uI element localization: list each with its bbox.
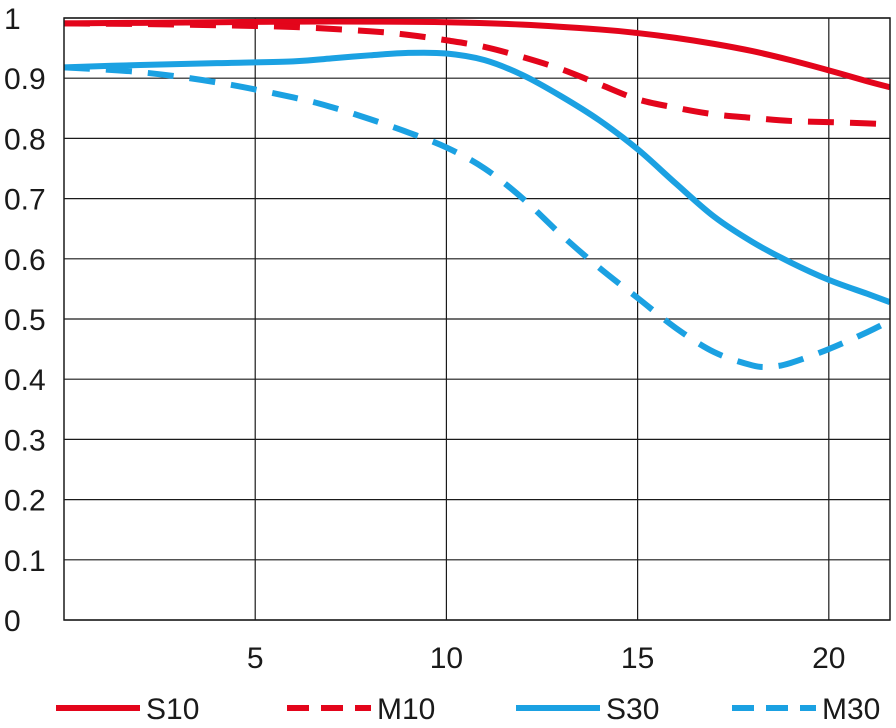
series-line-m10 [64, 20, 890, 128]
legend: S10 M10 S30 M30 [56, 693, 880, 726]
y-axis-ticks: 0 0.1 0.2 0.3 0.4 0.5 0.6 0.7 0.8 0.9 1 [4, 3, 46, 638]
x-axis-ticks: 5 10 15 20 [247, 642, 846, 675]
grid [64, 17, 890, 621]
series-line-m30 [64, 64, 890, 371]
y-tick-label: 0.8 [4, 123, 46, 156]
legend-label-m30: M30 [822, 693, 880, 726]
legend-label-s30: S30 [606, 693, 659, 726]
y-tick-label: 0.9 [4, 63, 46, 96]
series-line-s10 [64, 18, 890, 91]
x-tick-label: 15 [621, 642, 654, 675]
y-tick-label: 0.3 [4, 424, 46, 457]
x-tick-label: 10 [430, 642, 463, 675]
x-tick-label: 20 [812, 642, 845, 675]
y-tick-label: 0.7 [4, 184, 46, 217]
legend-label-s10: S10 [146, 693, 199, 726]
y-tick-label: 0 [4, 605, 21, 638]
y-tick-label: 0.6 [4, 244, 46, 277]
y-tick-label: 0.5 [4, 304, 46, 337]
x-tick-label: 5 [247, 642, 264, 675]
plot-frame [63, 17, 891, 621]
y-tick-label: 0.2 [4, 485, 46, 518]
series-line-s30 [64, 49, 890, 305]
series-layer [64, 18, 890, 371]
y-tick-label: 0.1 [4, 545, 46, 578]
y-tick-label: 0.4 [4, 364, 46, 397]
legend-label-m10: M10 [377, 693, 435, 726]
y-tick-label: 1 [4, 3, 21, 36]
